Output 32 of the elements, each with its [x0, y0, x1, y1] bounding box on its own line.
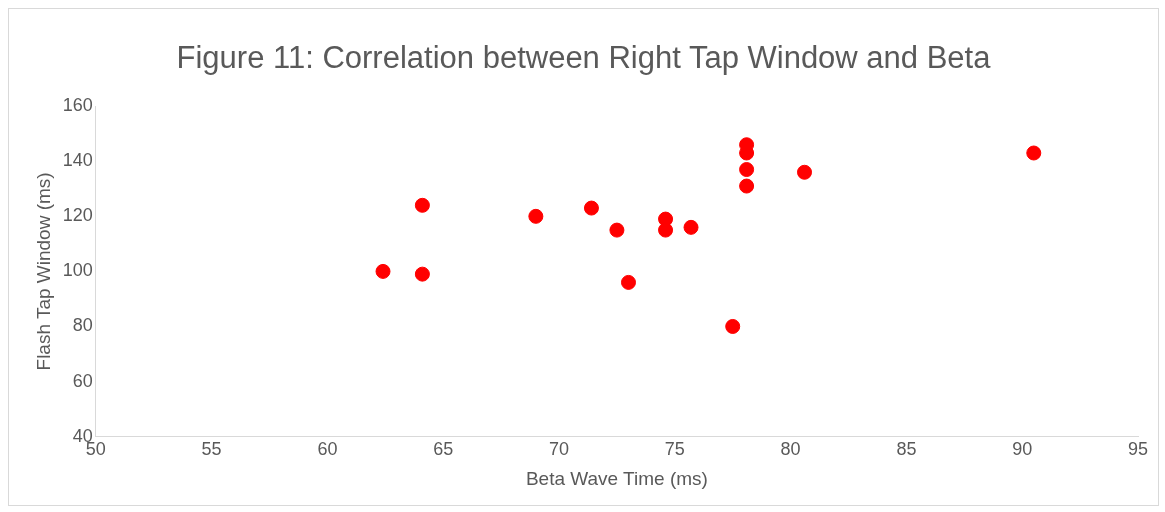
y-tick-label: 60 [72, 370, 93, 391]
x-tick-label: 90 [1012, 439, 1033, 460]
y-axis-title: Flash Tap Window (ms) [32, 172, 54, 371]
x-tick-label: 75 [664, 439, 685, 460]
x-tick-label: 80 [780, 439, 801, 460]
x-tick-label: 85 [896, 439, 917, 460]
point [1026, 145, 1042, 161]
point [414, 266, 430, 282]
point [739, 178, 755, 194]
x-axis-title: Beta Wave Time (ms) [525, 467, 708, 489]
point [739, 162, 755, 178]
point [609, 222, 625, 238]
y-tick-label: 140 [62, 150, 93, 171]
y-tick-label: 120 [62, 205, 93, 226]
point [797, 164, 813, 180]
point [621, 274, 636, 290]
y-tick-label: 80 [72, 315, 93, 336]
point [414, 197, 430, 213]
y-tick-label: 100 [62, 260, 93, 281]
chart-title: Figure 11: Correlation between Right Tap Window and Beta [176, 40, 992, 76]
point [683, 219, 699, 235]
point [658, 222, 674, 238]
point [725, 318, 741, 334]
x-tick-label: 55 [201, 439, 222, 460]
point [528, 208, 544, 224]
x-tick-label: 65 [433, 439, 454, 460]
x-tick-label: 60 [317, 439, 338, 460]
x-tick-label: 95 [1127, 439, 1149, 460]
point [583, 200, 599, 216]
x-tick-label: 70 [549, 439, 570, 460]
point [375, 263, 391, 279]
y-tick-label: 160 [62, 95, 93, 116]
